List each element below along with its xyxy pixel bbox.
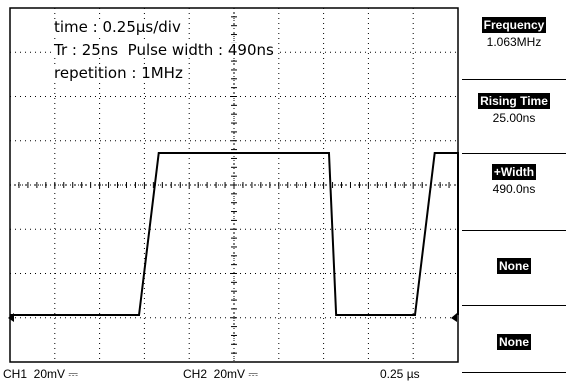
menu-item-value: None bbox=[497, 334, 531, 350]
menu-item-title: +Width bbox=[491, 164, 537, 180]
menu-item-frequency[interactable]: Frequency 1.063MHz bbox=[470, 16, 558, 49]
menu-item-slot-4[interactable]: None bbox=[470, 257, 558, 275]
menu-separator bbox=[462, 79, 566, 80]
menu-item-slot-5[interactable]: None bbox=[470, 333, 558, 351]
menu-item-value: 490.0ns bbox=[492, 182, 536, 196]
menu-item-rising-time[interactable]: Rising Time 25.00ns bbox=[470, 92, 558, 125]
graticule bbox=[9, 7, 459, 363]
menu-item-value: 1.063MHz bbox=[486, 35, 542, 49]
annotation-repetition: repetition : 1MHz bbox=[52, 64, 185, 82]
menu-separator bbox=[462, 372, 566, 373]
ch1-scale-readout: CH1 20mV ⎓ bbox=[3, 367, 78, 381]
timebase-readout: 0.25 µs bbox=[380, 367, 420, 381]
ch1-waveform-trace bbox=[10, 152, 459, 316]
ch2-scale-readout: CH2 20mV ⎓ bbox=[183, 367, 258, 381]
ch1-ground-marker bbox=[8, 313, 14, 322]
menu-item-title: Rising Time bbox=[478, 93, 550, 109]
annotation-rise-width: Tr : 25ns Pulse width : 490ns bbox=[52, 41, 276, 59]
annotation-timebase: time : 0.25μs/div bbox=[52, 18, 183, 36]
menu-item-value: None bbox=[497, 258, 531, 274]
menu-item-value: 25.00ns bbox=[492, 111, 536, 125]
trigger-level-marker bbox=[451, 313, 457, 322]
menu-item-positive-width[interactable]: +Width 490.0ns bbox=[470, 163, 558, 196]
menu-separator bbox=[462, 230, 566, 231]
menu-separator bbox=[462, 305, 566, 306]
menu-separator bbox=[462, 153, 566, 154]
menu-item-title: Frequency bbox=[481, 17, 547, 33]
